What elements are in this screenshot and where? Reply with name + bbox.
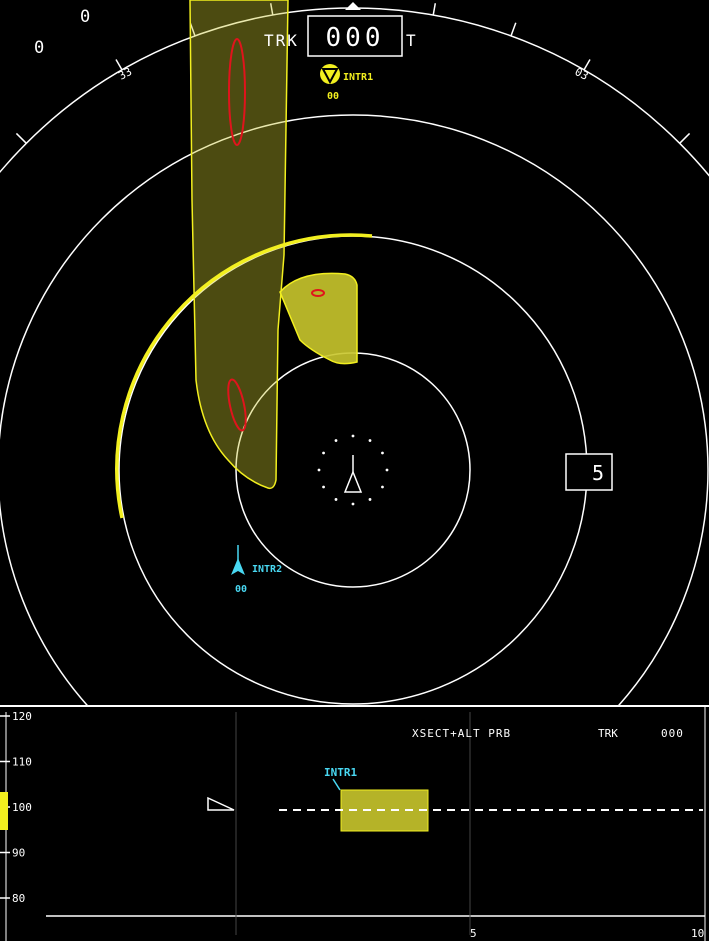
heading-pointer-icon bbox=[345, 2, 361, 10]
own-aircraft-dot bbox=[317, 468, 321, 472]
own-aircraft-icon bbox=[207, 796, 235, 811]
compass-label-33: 33 bbox=[116, 65, 134, 83]
traffic-intr1-alt: 00 bbox=[327, 91, 339, 102]
own-aircraft-dot bbox=[368, 439, 372, 442]
xsect-trk-label: TRK bbox=[598, 727, 618, 740]
own-aircraft-icon bbox=[343, 469, 363, 493]
alt-tick-label: 100 bbox=[12, 801, 32, 814]
hazard-corridor bbox=[189, 0, 289, 490]
compass-tick bbox=[510, 22, 517, 37]
traffic-arrow-icon bbox=[231, 558, 245, 575]
own-altitude-marker bbox=[0, 792, 8, 830]
alt-tick-label: 110 bbox=[12, 756, 32, 769]
range-tick-label: 10 bbox=[691, 927, 704, 940]
traffic-intr2-alt: 00 bbox=[235, 584, 247, 595]
own-aircraft-dot bbox=[322, 451, 325, 455]
xsect-title: XSECT+ALT PRB bbox=[412, 727, 511, 740]
own-aircraft-dot bbox=[334, 498, 338, 501]
xsect-alt-ticks: 120 110 100 90 80 bbox=[0, 710, 32, 905]
traffic-intr1-label[interactable]: INTR1 bbox=[343, 72, 373, 83]
compass-tick bbox=[679, 132, 691, 144]
weather-cell-1 bbox=[228, 38, 246, 146]
compass-ticks bbox=[15, 3, 691, 144]
alt-tick-label: 120 bbox=[12, 710, 32, 723]
range-tick-label: 5 bbox=[470, 927, 477, 940]
range-box-value: 5 bbox=[592, 461, 604, 485]
compass-tick bbox=[15, 132, 27, 144]
traffic-intr2-label[interactable]: INTR2 bbox=[252, 564, 282, 575]
traffic-arrow-icon bbox=[321, 68, 339, 85]
probe-arc bbox=[115, 233, 373, 519]
own-aircraft-dot bbox=[351, 434, 355, 438]
hazard-cell bbox=[279, 272, 358, 365]
intr1-leader-line bbox=[332, 778, 341, 791]
track-readout-value: 000 bbox=[326, 23, 385, 53]
compass-tick bbox=[583, 59, 591, 71]
range-box[interactable] bbox=[565, 453, 613, 491]
range-ring-outer bbox=[0, 114, 709, 706]
weather-cell-3 bbox=[227, 378, 247, 432]
own-aircraft-dot bbox=[351, 502, 355, 506]
compass-tick bbox=[269, 3, 274, 16]
own-aircraft-dot bbox=[385, 468, 389, 472]
track-readout-box[interactable] bbox=[307, 15, 403, 57]
weather-cell-2 bbox=[311, 289, 325, 297]
own-aircraft-dots bbox=[317, 434, 389, 506]
corner-marker-left: 0 bbox=[34, 38, 44, 58]
xsect-range-ticks: 5 10 bbox=[470, 927, 704, 940]
trk-label: TRK bbox=[264, 31, 299, 50]
xsect-intruder-label[interactable]: INTR1 bbox=[324, 766, 357, 779]
own-aircraft-dot bbox=[381, 485, 384, 489]
xsect-trk-value: 000 bbox=[661, 727, 684, 740]
own-aircraft-dot bbox=[368, 498, 372, 501]
own-aircraft-dot bbox=[381, 451, 384, 455]
alt-tick-label: 90 bbox=[12, 847, 25, 860]
trk-ref: T bbox=[406, 31, 416, 50]
own-aircraft-dot bbox=[322, 485, 325, 489]
own-aircraft-dot bbox=[334, 439, 338, 442]
compass-tick bbox=[432, 3, 437, 16]
corner-marker-top: 0 bbox=[80, 7, 90, 27]
compass-label-03: 03 bbox=[573, 65, 591, 83]
xsect-grid bbox=[235, 712, 471, 935]
compass-tick bbox=[115, 59, 123, 71]
alt-tick-label: 80 bbox=[12, 892, 25, 905]
